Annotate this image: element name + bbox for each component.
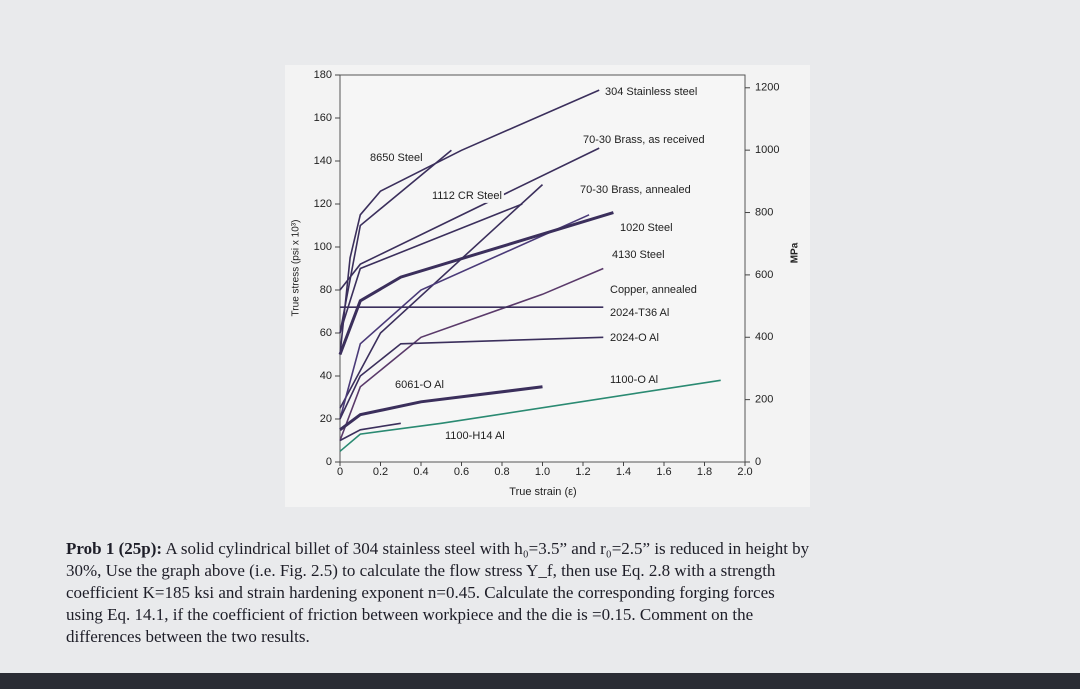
series-label: 1020 Steel xyxy=(620,222,673,234)
curve xyxy=(338,211,614,356)
curve xyxy=(339,214,590,420)
x-tick-label: 0.8 xyxy=(494,466,509,478)
curve xyxy=(339,149,452,334)
problem-text: coefficient K=185 ksi and strain hardeni… xyxy=(66,583,775,602)
problem-line: differences between the two results. xyxy=(66,626,1036,648)
label-background xyxy=(610,247,667,262)
series-label: 1100-H14 Al xyxy=(445,430,505,442)
x-tick-label: 2.0 xyxy=(737,466,752,478)
series-label: 70-30 Brass, annealed xyxy=(580,184,691,196)
y-tick-label: 20 xyxy=(320,413,332,425)
y2-tick-label: 800 xyxy=(755,206,773,218)
curve xyxy=(339,203,523,334)
y-tick-label: 100 xyxy=(314,241,332,253)
curve xyxy=(339,184,544,409)
y2-tick-label: 1200 xyxy=(755,82,779,94)
label-background xyxy=(581,132,707,147)
y-tick-label: 180 xyxy=(314,69,332,81)
problem: Prob 1 (25p): A solid cylindrical billet… xyxy=(66,538,1036,648)
label-background xyxy=(578,182,693,197)
series-label: 70-30 Brass, as received xyxy=(583,134,705,146)
problem-heading: Prob 1 (25p): xyxy=(66,539,163,558)
series-label: 4130 Steel xyxy=(612,249,665,261)
y2-axis-label: MPa xyxy=(790,242,801,263)
taskbar xyxy=(0,673,1080,689)
curve xyxy=(339,89,600,355)
y-axis-label: True stress (psi x 10³) xyxy=(291,220,302,317)
label-background xyxy=(608,305,672,320)
curve xyxy=(339,385,543,432)
series-label: Copper, annealed xyxy=(610,284,697,296)
curve xyxy=(339,336,604,420)
label-background xyxy=(368,150,425,165)
series-label: 2024-T36 Al xyxy=(610,307,669,319)
x-tick-label: 0.6 xyxy=(454,466,469,478)
y2-tick-label: 400 xyxy=(755,331,773,343)
label-background xyxy=(393,377,446,392)
series-label: 2024-O Al xyxy=(610,332,659,344)
label-background xyxy=(608,330,661,345)
label-background xyxy=(430,188,504,203)
curve xyxy=(339,379,721,452)
x-tick-label: 1.2 xyxy=(575,466,590,478)
x-tick-label: 0.2 xyxy=(373,466,388,478)
problem-line: 30%, Use the graph above (i.e. Fig. 2.5)… xyxy=(66,560,1036,582)
series-label: 1112 CR Steel xyxy=(432,190,502,202)
x-tick-label: 1.6 xyxy=(656,466,671,478)
curve xyxy=(339,267,604,441)
problem-text: A solid cylindrical billet of 304 stainl… xyxy=(162,539,810,558)
label-background xyxy=(608,282,699,297)
series-label: 8650 Steel xyxy=(370,152,423,164)
y-tick-label: 160 xyxy=(314,112,332,124)
series-label: 304 Stainless steel xyxy=(605,86,697,98)
y-tick-label: 60 xyxy=(320,327,332,339)
x-tick-label: 0.4 xyxy=(413,466,428,478)
problem-line: coefficient K=185 ksi and strain hardeni… xyxy=(66,582,1036,604)
x-tick-label: 0 xyxy=(337,466,343,478)
y-tick-label: 80 xyxy=(320,284,332,296)
curve xyxy=(339,422,401,442)
label-background xyxy=(603,84,700,99)
series-label: 1100-O Al xyxy=(610,374,658,386)
y-tick-label: 140 xyxy=(314,155,332,167)
y2-tick-label: 0 xyxy=(755,456,761,468)
label-background xyxy=(443,428,507,443)
x-tick-label: 1.0 xyxy=(535,466,550,478)
problem-text: using Eq. 14.1, if the coefficient of fr… xyxy=(66,605,754,624)
y2-tick-label: 200 xyxy=(755,394,773,406)
x-tick-label: 1.4 xyxy=(616,466,631,478)
curve xyxy=(339,147,600,291)
x-tick-label: 1.8 xyxy=(697,466,712,478)
y-tick-label: 0 xyxy=(326,456,332,468)
label-background xyxy=(618,220,675,235)
y-tick-label: 120 xyxy=(314,198,332,210)
y2-tick-label: 600 xyxy=(755,269,773,281)
y-tick-label: 40 xyxy=(320,370,332,382)
label-background xyxy=(608,372,661,387)
problem-text: differences between the two results. xyxy=(66,627,310,646)
x-axis-label: True strain (ε) xyxy=(509,486,576,498)
problem-text: 30%, Use the graph above (i.e. Fig. 2.5)… xyxy=(66,561,776,580)
series-label: 6061-O Al xyxy=(395,379,444,391)
problem-line: using Eq. 14.1, if the coefficient of fr… xyxy=(66,604,1036,626)
y2-tick-label: 1000 xyxy=(755,144,779,156)
problem-line: Prob 1 (25p): A solid cylindrical billet… xyxy=(66,538,1036,560)
